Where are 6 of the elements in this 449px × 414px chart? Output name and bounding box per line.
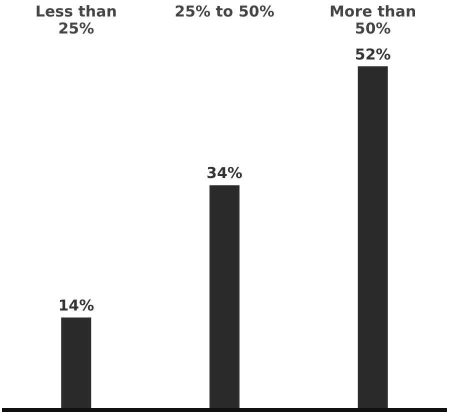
data-label: 14% bbox=[58, 296, 94, 314]
data-label: 34% bbox=[206, 164, 242, 182]
data-label: 52% bbox=[354, 45, 391, 64]
x-tick-label: Less than 25% bbox=[35, 2, 117, 38]
x-tick-label: More than 50% bbox=[329, 2, 416, 38]
x-tick-label: 25% to 50% bbox=[174, 2, 274, 20]
